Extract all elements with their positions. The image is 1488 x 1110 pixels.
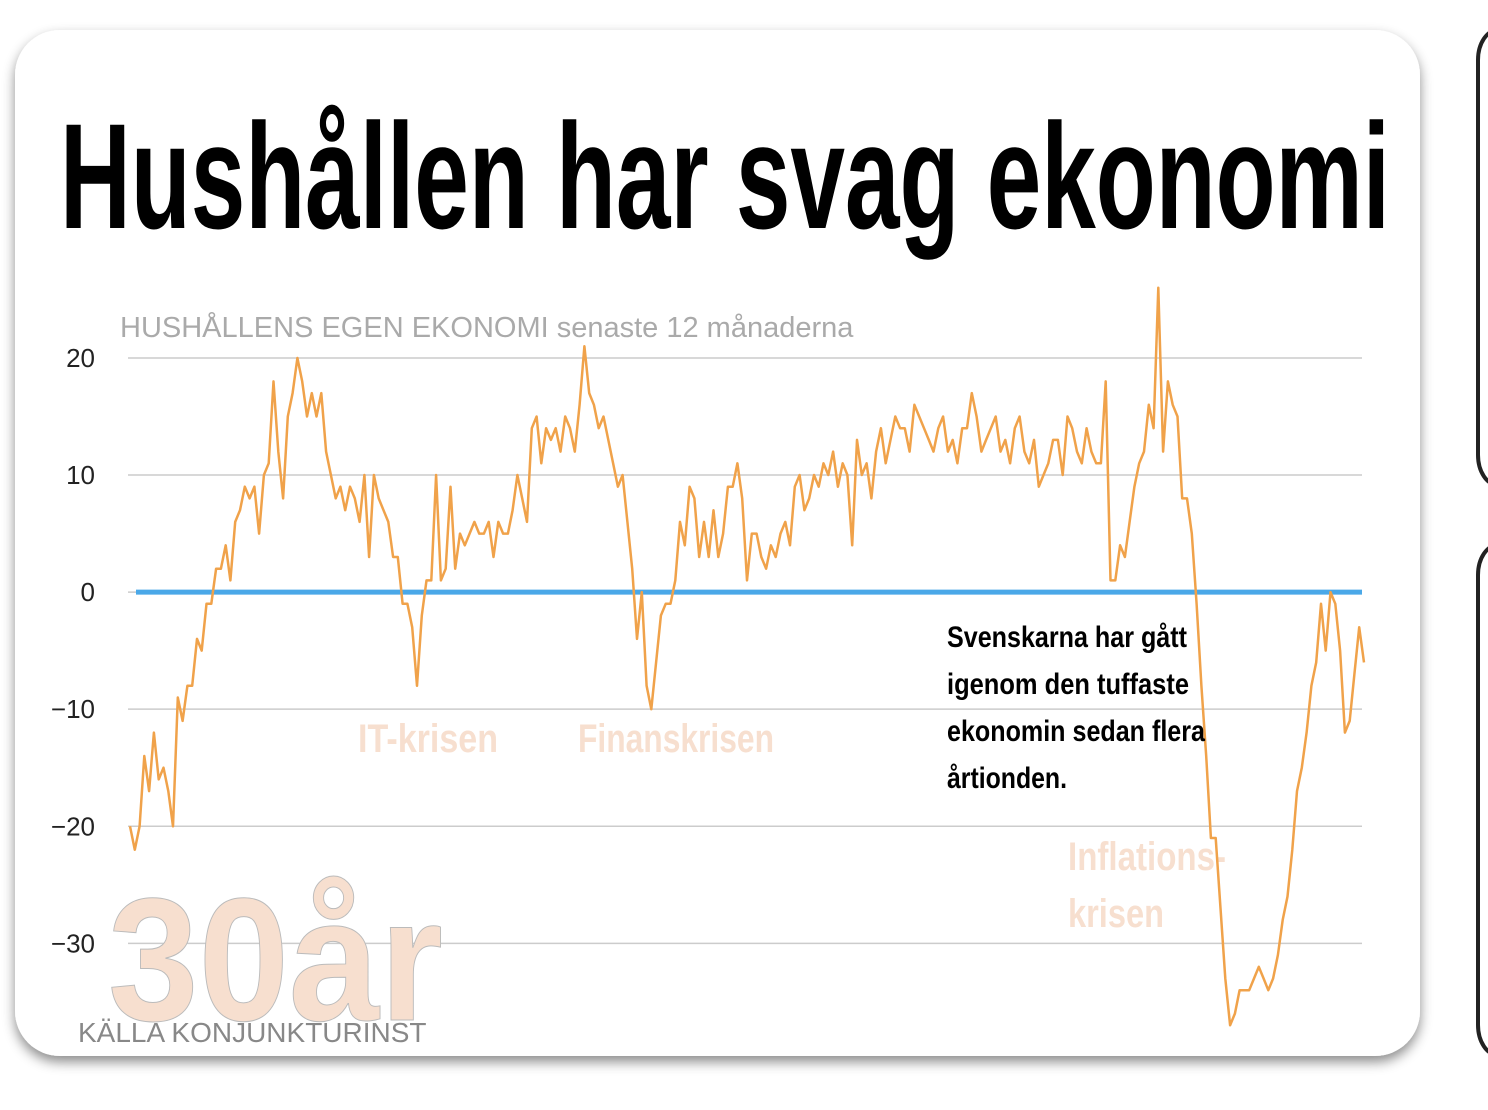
y-tick-label: −10 (51, 694, 95, 724)
chart-subtitle: HUSHÅLLENS EGEN EKONOMI senaste 12 månad… (120, 311, 854, 344)
annotation: krisen (1068, 892, 1164, 936)
y-tick-label: 20 (66, 343, 95, 373)
watermark: 30år (108, 863, 443, 1058)
source: KÄLLA KONJUNKTURINST (78, 1017, 427, 1048)
annotation: Inflations- (1068, 835, 1226, 879)
callout: ekonomin sedan flera (947, 715, 1205, 748)
y-tick-label: 0 (81, 577, 95, 607)
annotation: IT-krisen (358, 717, 498, 761)
callout: igenom den tuffaste (947, 668, 1189, 701)
chart-title: Hushållen har svag ekonomi (60, 92, 1390, 260)
callout: årtionden. (947, 762, 1067, 795)
y-tick-label: −20 (51, 811, 95, 841)
side-card (1476, 546, 1488, 1054)
side-card (1476, 31, 1488, 484)
data-line (128, 286, 1366, 1027)
callout: Svenskarna har gått (947, 621, 1187, 654)
y-tick-label: −30 (51, 928, 95, 958)
annotation: Finanskrisen (578, 717, 774, 761)
y-tick-label: 10 (66, 460, 95, 490)
